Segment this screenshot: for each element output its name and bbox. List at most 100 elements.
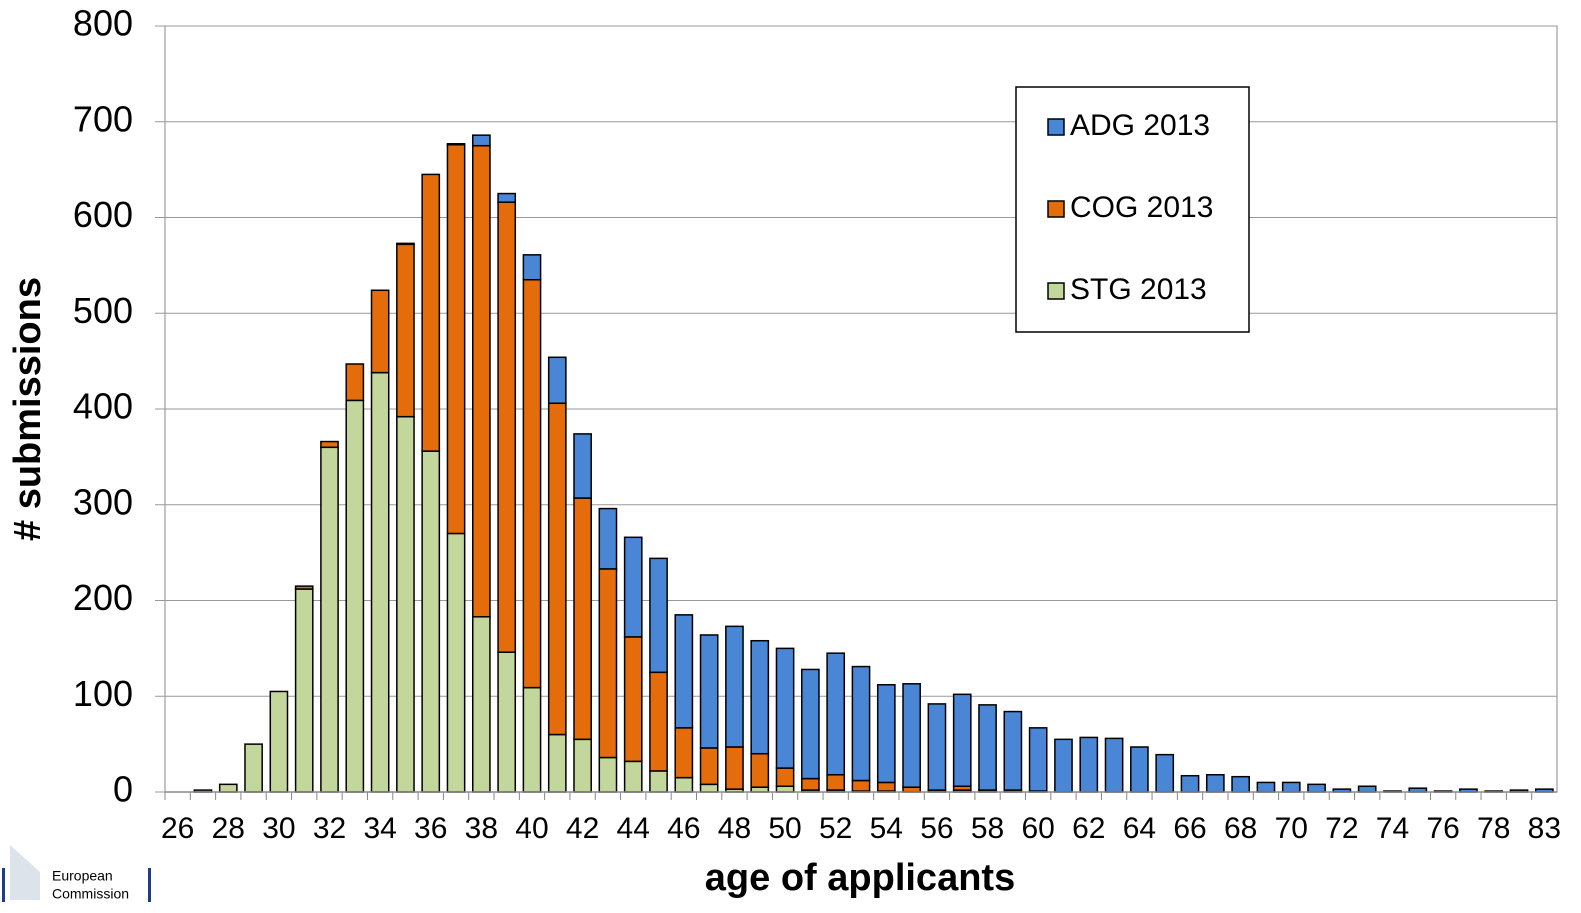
bar-segment [1205, 774, 1225, 793]
bar-segment [649, 770, 668, 793]
x-tick-label: 30 [262, 812, 295, 845]
bar-segment [1028, 727, 1048, 792]
legend-label: COG 2013 [1070, 191, 1213, 224]
x-tick-label: 40 [515, 812, 548, 845]
legend-swatch [1047, 118, 1065, 136]
x-tick-label: 62 [1072, 812, 1105, 845]
bar-segment [851, 665, 871, 782]
y-tick-label: 400 [73, 386, 133, 427]
bar-segment [472, 616, 491, 793]
bar-segment [472, 134, 491, 147]
bar-segment [674, 614, 694, 729]
bar-segment [547, 356, 567, 405]
bar-segment [978, 704, 997, 791]
x-tick-label: 60 [1021, 812, 1054, 845]
bar-segment [320, 446, 339, 793]
bar-segment [775, 785, 795, 793]
bar-segment [218, 783, 238, 793]
bar-segment [598, 507, 618, 570]
x-tick-label: 36 [414, 812, 447, 845]
x-tick-label: 54 [870, 812, 903, 845]
x-tick-label: 28 [212, 812, 245, 845]
bar-segment [446, 143, 466, 535]
legend: ADG 2013 COG 2013 STG 2013 [1015, 86, 1250, 333]
bar-segment [725, 746, 744, 790]
x-tick-label: 76 [1426, 812, 1459, 845]
bar-segment [269, 690, 289, 793]
bar-segment [876, 781, 896, 792]
bar-segment [952, 693, 972, 788]
bar-segment [725, 625, 744, 748]
bar-segment [674, 776, 694, 793]
legend-swatch [1047, 200, 1065, 218]
bar-segment [649, 671, 668, 772]
bar-segment [623, 636, 643, 763]
bar-segment [851, 779, 871, 792]
x-tick-label: 72 [1325, 812, 1358, 845]
x-tick-label: 66 [1173, 812, 1206, 845]
x-tick-label: 74 [1376, 812, 1409, 845]
bar-segment [1307, 783, 1326, 793]
x-tick-label: 32 [313, 812, 346, 845]
bar-segment [370, 289, 390, 374]
bar-segment [345, 363, 365, 402]
bar-segment [421, 450, 441, 793]
bar-segment [1130, 746, 1149, 793]
bar-segment [522, 686, 542, 793]
bar-segment [345, 399, 365, 793]
bar-segment [1281, 781, 1301, 793]
bar-segment [294, 585, 314, 590]
legend-label: ADG 2013 [1070, 109, 1210, 142]
x-tick-label: 70 [1275, 812, 1308, 845]
bar-segment [244, 743, 263, 793]
bar-segment [699, 634, 719, 749]
x-tick-label: 58 [971, 812, 1004, 845]
bar-segment [497, 651, 517, 793]
x-tick-label: 56 [920, 812, 953, 845]
bar-segment [547, 733, 567, 793]
bar-segment [547, 402, 567, 736]
legend-swatch [1047, 282, 1065, 300]
x-axis-title: age of applicants [705, 857, 1015, 899]
bar-segment [699, 783, 719, 793]
bar-segment [1079, 736, 1099, 793]
y-tick-label: 0 [113, 769, 133, 810]
bar-segment [573, 738, 592, 793]
x-tick-label: 52 [819, 812, 852, 845]
bar-segment [522, 278, 542, 689]
bar-segment [750, 639, 770, 755]
y-tick-label: 800 [73, 3, 133, 44]
x-tick-label: 46 [667, 812, 700, 845]
bar-segment [1155, 753, 1175, 793]
y-tick-label: 200 [73, 577, 133, 618]
bar-segment [294, 588, 314, 793]
legend-label: STG 2013 [1070, 273, 1207, 306]
bar-segment [674, 727, 694, 779]
bar-segment [699, 747, 719, 786]
x-tick-label: 78 [1477, 812, 1510, 845]
bar-segment [396, 243, 415, 418]
bar-segment [1256, 781, 1276, 793]
x-tick-label: 26 [161, 812, 194, 845]
y-tick-label: 600 [73, 194, 133, 235]
bar-segment [826, 652, 846, 776]
x-tick-label: 38 [465, 812, 498, 845]
bar-segment [370, 371, 390, 793]
x-tick-label: 34 [363, 812, 396, 845]
x-tick-label: 48 [718, 812, 751, 845]
y-tick-label: 500 [73, 290, 133, 331]
x-tick-label: 64 [1123, 812, 1156, 845]
y-tick-label: 700 [73, 98, 133, 139]
bar-segment [876, 684, 896, 784]
bar-segment [1003, 710, 1023, 791]
x-tick-label: 44 [617, 812, 650, 845]
bar-segment [826, 774, 846, 791]
bar-segment [1357, 785, 1377, 793]
bar-segment [1180, 774, 1200, 793]
logo-bar [2, 868, 5, 902]
logo-text: Commission [52, 886, 129, 902]
bar-segment [396, 415, 415, 793]
bar-segment [446, 532, 466, 793]
bar-segment [446, 143, 466, 146]
